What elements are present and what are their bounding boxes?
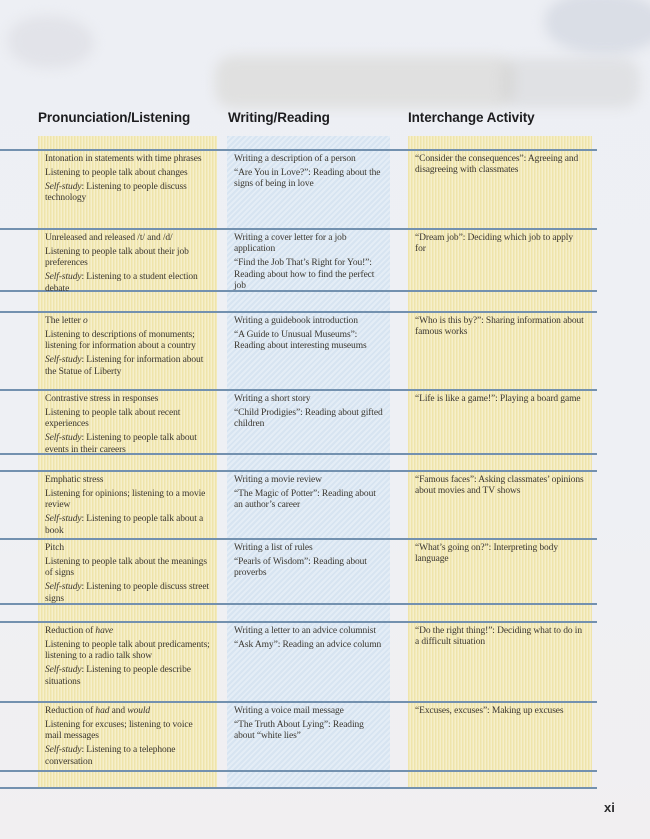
rule-line <box>0 149 597 151</box>
cell-item: “Are You in Love?”: Reading about the si… <box>234 167 381 190</box>
cell-item: Writing a guidebook introduction <box>234 316 358 326</box>
cell-item: Listening to people talk about changes <box>45 167 188 178</box>
table-cell-wr-row-4: Writing a short story “Child Prodigies”: … <box>234 394 384 433</box>
table-cell-wr-row-2: Writing a cover letter for a job applica… <box>234 233 384 295</box>
table-cell-ia-row-2: “Dream job”: Deciding which job to apply… <box>415 233 586 258</box>
cell-item: Intonation in statements with time phras… <box>45 154 202 164</box>
rule-line <box>0 603 597 605</box>
cell-item: “Pearls of Wisdom”: Reading about prover… <box>234 556 367 579</box>
cell-item: Writing a cover letter for a job applica… <box>234 233 347 255</box>
cell-item: Writing a short story <box>234 394 311 404</box>
table-cell-pron-row-7: Reduction of have Listening to people tal… <box>45 626 211 691</box>
cell-item: Self-study: Listening to people discuss … <box>45 582 209 604</box>
table-cell-ia-row-4: “Life is like a game!”: Playing a board … <box>415 394 586 408</box>
cell-item: “The Truth About Lying”: Reading about “… <box>234 719 364 742</box>
cell-item: Self-study: Listening to people describe… <box>45 665 191 687</box>
cell-item: Listening to people talk about their job… <box>45 246 189 269</box>
rule-line <box>0 453 597 455</box>
rule-line <box>0 389 597 391</box>
cell-item: The letter o <box>45 316 88 326</box>
cell-item: Reduction of had and would <box>45 706 151 716</box>
cell-item: Emphatic stress <box>45 475 104 485</box>
rule-line <box>0 228 597 230</box>
cell-item: Listening to people talk about predicame… <box>45 639 210 662</box>
rule-line <box>0 538 597 540</box>
cell-item: “A Guide to Unusual Museums”: Reading ab… <box>234 329 367 352</box>
cell-item: Self-study: Listening to people talk abo… <box>45 433 197 455</box>
table-cell-pron-row-2: Unreleased and released /t/ and /d/Liste… <box>45 233 211 298</box>
table-cell-pron-row-5: Emphatic stress Listening for opinions; l… <box>45 475 211 540</box>
cell-item: Reduction of have <box>45 626 113 636</box>
cell-item: Self-study: Listening to people discuss … <box>45 181 187 204</box>
table-cell-ia-row-1: “Consider the consequences”: Agreeing an… <box>415 154 586 179</box>
table-cell-pron-row-8: Reduction of had and would Listening for … <box>45 706 211 771</box>
table-cell-wr-row-7: Writing a letter to an advice columnist “… <box>234 626 384 654</box>
cell-item: “Life is like a game!”: Playing a board … <box>415 394 581 404</box>
cell-item: Writing a description of a person <box>234 154 356 164</box>
rule-line <box>0 701 597 703</box>
cell-item: “The Magic of Potter”: Reading about an … <box>234 488 376 511</box>
cell-item: Listening to descriptions of monuments; … <box>45 329 196 352</box>
table-cell-ia-row-8: “Excuses, excuses”: Making up excuses <box>415 706 586 720</box>
rule-line <box>0 290 597 292</box>
cell-item: Contrastive stress in responses <box>45 394 159 404</box>
cell-item: Listening to people talk about the meani… <box>45 556 207 579</box>
show-through-ghost <box>8 16 94 68</box>
cell-item: Writing a voice mail message <box>234 706 344 716</box>
table-cell-pron-row-1: Intonation in statements with time phras… <box>45 154 211 207</box>
column-band-writing-reading <box>227 136 390 787</box>
cell-item: Self-study: Listening to a telephone con… <box>45 745 176 767</box>
table-cell-pron-row-6: Pitch Listening to people talk about the … <box>45 543 211 608</box>
cell-item: Self-study: Listening for information ab… <box>45 355 204 377</box>
table-cell-wr-row-8: Writing a voice mail message “The Truth A… <box>234 706 384 745</box>
cell-item: “Ask Amy”: Reading an advice column <box>234 639 382 650</box>
table-cell-pron-row-3: The letter o Listening to descriptions of… <box>45 316 211 381</box>
show-through-ghost <box>500 58 640 108</box>
rule-line <box>0 621 597 623</box>
column-header-pronunciation-listening: Pronunciation/Listening <box>38 110 191 125</box>
column-header-writing-reading: Writing/Reading <box>228 110 330 125</box>
show-through-ghost <box>545 0 650 54</box>
cell-item: Writing a letter to an advice columnist <box>234 626 376 636</box>
column-band-pronunciation-listening <box>38 136 217 787</box>
column-band-interchange-activity <box>408 136 592 787</box>
cell-item: “Who is this by?”: Sharing information a… <box>415 316 584 338</box>
cell-item: “Excuses, excuses”: Making up excuses <box>415 706 564 716</box>
cell-item: Self-study: Listening to a student elect… <box>45 272 198 294</box>
cell-item: Listening for opinions; listening to a m… <box>45 488 206 511</box>
table-cell-pron-row-4: Contrastive stress in responses Listening… <box>45 394 211 459</box>
table-cell-wr-row-6: Writing a list of rules “Pearls of Wisdom… <box>234 543 384 582</box>
rule-line <box>0 470 597 472</box>
cell-item: Self-study: Listening to people talk abo… <box>45 514 204 536</box>
cell-item: Listening for excuses; listening to voic… <box>45 719 193 742</box>
table-cell-wr-row-1: Writing a description of a person “Are Yo… <box>234 154 384 193</box>
cell-item: Pitch <box>45 543 65 553</box>
cell-item: “Do the right thing!”: Deciding what to … <box>415 626 582 648</box>
cell-item: “Find the Job That’s Right for You!”: Re… <box>234 258 375 292</box>
cell-item: “Dream job”: Deciding which job to apply… <box>415 233 573 255</box>
table-cell-ia-row-7: “Do the right thing!”: Deciding what to … <box>415 626 586 651</box>
cell-item: Writing a list of rules <box>234 543 313 553</box>
show-through-ghost <box>215 56 515 108</box>
rule-line <box>0 787 597 789</box>
cell-item: “Child Prodigies”: Reading about gifted … <box>234 407 383 430</box>
cell-item: Listening to people talk about recent ex… <box>45 407 181 430</box>
rule-line <box>0 311 597 313</box>
cell-item: Writing a movie review <box>234 475 322 485</box>
table-cell-ia-row-6: “What’s going on?”: Interpreting body la… <box>415 543 586 568</box>
cell-item: Unreleased and released /t/ and /d/ <box>45 233 173 243</box>
cell-item: “Famous faces”: Asking classmates’ opini… <box>415 475 584 497</box>
table-cell-ia-row-3: “Who is this by?”: Sharing information a… <box>415 316 586 341</box>
page-number: xi <box>604 800 615 815</box>
cell-item: “Consider the consequences”: Agreeing an… <box>415 154 579 176</box>
table-cell-wr-row-3: Writing a guidebook introduction “A Guide… <box>234 316 384 355</box>
cell-item: “What’s going on?”: Interpreting body la… <box>415 543 558 565</box>
column-header-interchange-activity: Interchange Activity <box>408 110 535 125</box>
table-cell-wr-row-5: Writing a movie review “The Magic of Pott… <box>234 475 384 514</box>
table-cell-ia-row-5: “Famous faces”: Asking classmates’ opini… <box>415 475 586 500</box>
rule-line <box>0 770 597 772</box>
